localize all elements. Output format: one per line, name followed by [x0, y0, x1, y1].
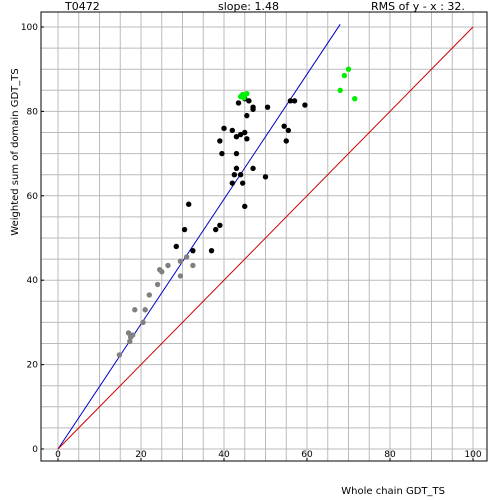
data-point — [283, 138, 289, 144]
data-point — [173, 243, 179, 250]
x-tick-label: 60 — [301, 450, 313, 460]
data-point — [213, 226, 219, 233]
data-point — [229, 180, 235, 186]
y-tick-label: 100 — [21, 23, 38, 33]
y-tick-label: 20 — [27, 361, 39, 371]
data-point — [116, 352, 123, 358]
data-point — [165, 262, 171, 269]
data-point — [244, 136, 250, 142]
data-point — [262, 174, 269, 180]
data-point — [244, 90, 250, 97]
data-point — [291, 98, 298, 104]
y-tick-label: 0 — [32, 445, 38, 455]
data-point — [246, 98, 252, 104]
x-tick-label: 20 — [135, 450, 147, 460]
plot-frame — [40, 11, 488, 462]
data-point — [217, 138, 223, 144]
data-point — [345, 66, 352, 72]
data-point — [190, 247, 196, 254]
y-tick-label: 40 — [27, 276, 39, 286]
fit-line — [57, 24, 341, 450]
data-point — [142, 307, 148, 313]
data-point — [242, 203, 248, 210]
data-point — [250, 106, 256, 112]
data-point — [190, 262, 196, 269]
x-tick-label: 80 — [384, 450, 396, 460]
data-point — [177, 273, 184, 279]
data-point — [281, 123, 287, 129]
data-point — [233, 165, 240, 172]
data-point — [242, 129, 248, 136]
y-tick-label: 60 — [27, 192, 39, 202]
data-point — [235, 100, 242, 106]
data-point — [244, 112, 250, 119]
data-point — [217, 222, 223, 229]
data-point — [181, 226, 188, 233]
data-point — [146, 292, 152, 298]
rms-readout: RMS of y - x : 32. — [371, 0, 465, 13]
data-points — [116, 66, 358, 358]
x-axis-label: Whole chain GDT_TS — [341, 486, 445, 497]
data-point — [250, 165, 256, 172]
data-point — [233, 150, 240, 157]
data-point — [231, 172, 238, 178]
y-axis-label: Weighted sum of domain GDT_TS — [10, 68, 21, 235]
data-point — [237, 172, 244, 178]
data-point — [287, 98, 294, 104]
data-point — [219, 150, 225, 157]
data-point — [183, 254, 190, 260]
data-point — [208, 247, 215, 254]
data-point — [125, 330, 132, 336]
data-point — [341, 72, 348, 79]
axis-ticks: 0 20 40 60 80 100 0 20 40 60 80 100 — [21, 23, 482, 461]
data-point — [186, 201, 192, 207]
data-point — [241, 95, 247, 101]
data-point — [337, 87, 343, 94]
data-point — [352, 96, 358, 102]
data-point — [229, 127, 235, 134]
x-tick-label: 0 — [55, 450, 61, 460]
y-tick-label: 80 — [27, 107, 39, 117]
identity-line — [57, 26, 474, 450]
grid-lines — [41, 12, 487, 461]
reference-lines — [57, 24, 474, 450]
data-point — [177, 258, 184, 264]
data-point — [130, 332, 136, 338]
data-point — [237, 131, 244, 138]
data-point — [233, 134, 240, 140]
target-id: T0472 — [65, 0, 100, 13]
x-tick-label: 100 — [464, 450, 481, 460]
data-point — [132, 307, 138, 313]
slope-readout: slope: 1.48 — [218, 0, 279, 13]
data-point — [221, 125, 227, 131]
data-point — [140, 319, 146, 326]
data-point — [159, 269, 165, 275]
data-point — [264, 104, 271, 110]
data-point — [239, 180, 246, 186]
data-point — [154, 281, 161, 288]
data-point — [285, 127, 292, 134]
data-point — [302, 102, 308, 108]
data-point — [127, 338, 133, 345]
x-tick-label: 40 — [218, 450, 230, 460]
